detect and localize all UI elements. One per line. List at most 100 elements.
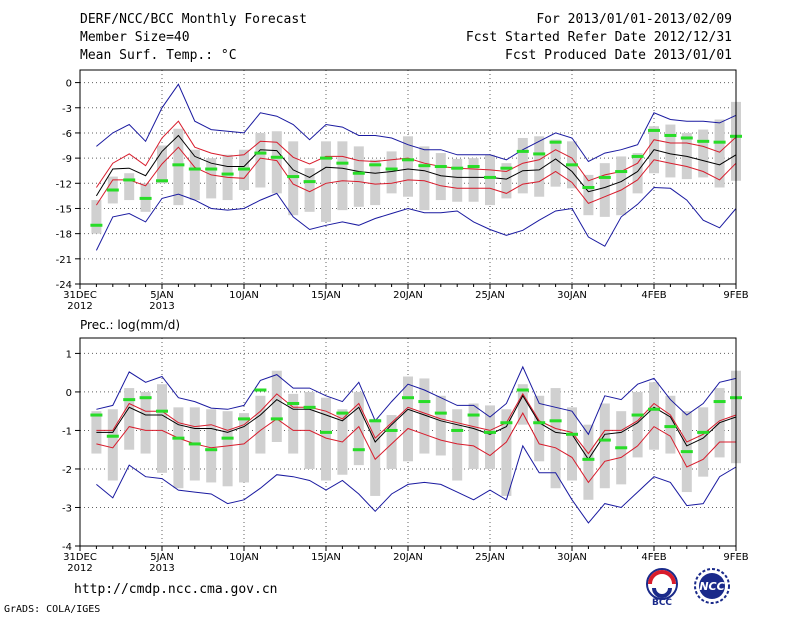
observed-marker bbox=[139, 396, 152, 400]
observed-marker bbox=[188, 167, 201, 171]
spread-box bbox=[550, 388, 561, 489]
observed-marker bbox=[434, 165, 447, 169]
observed-marker bbox=[287, 175, 300, 179]
observed-marker bbox=[106, 434, 119, 438]
y-tick-label: -3 bbox=[62, 104, 72, 115]
spread-box bbox=[124, 388, 135, 450]
spread-box bbox=[468, 158, 479, 202]
spread-box bbox=[567, 407, 577, 481]
series-ensemble_mean bbox=[96, 394, 737, 461]
spread-box bbox=[665, 124, 676, 178]
series-envelope_max bbox=[96, 365, 737, 436]
observed-marker bbox=[106, 188, 119, 192]
spread-box bbox=[452, 158, 463, 202]
observed-marker bbox=[303, 405, 316, 409]
x-tick-label: 20JAN bbox=[393, 290, 423, 301]
observed-marker bbox=[254, 388, 267, 392]
x-tick-label: 2013 bbox=[149, 563, 174, 574]
observed-marker bbox=[500, 166, 513, 170]
observed-marker bbox=[713, 400, 726, 404]
observed-marker bbox=[598, 438, 611, 442]
y-tick-label: -12 bbox=[56, 179, 72, 190]
x-tick-label: 10JAN bbox=[229, 290, 259, 301]
observed-marker bbox=[402, 158, 414, 162]
series-ensemble_upper bbox=[96, 392, 737, 455]
observed-marker bbox=[697, 430, 710, 434]
observed-marker bbox=[549, 419, 562, 423]
y-tick-label: -9 bbox=[62, 154, 72, 165]
observed-marker bbox=[484, 175, 496, 179]
spread-box bbox=[124, 173, 135, 201]
observed-marker bbox=[205, 448, 218, 452]
spread-box bbox=[534, 395, 545, 462]
spread-box bbox=[157, 384, 167, 473]
source-url[interactable]: http://cmdp.ncc.cma.gov.cn bbox=[74, 582, 278, 597]
spread-box bbox=[386, 151, 397, 194]
spread-box bbox=[173, 407, 184, 489]
spread-box bbox=[632, 391, 643, 458]
spread-box bbox=[288, 393, 299, 454]
observed-marker bbox=[434, 411, 447, 415]
observed-marker bbox=[172, 163, 185, 167]
x-tick-label: 5JAN bbox=[150, 290, 173, 301]
y-tick-label: 1 bbox=[66, 349, 72, 360]
observed-marker bbox=[664, 425, 677, 429]
observed-marker bbox=[516, 388, 529, 392]
ncc-logo: NCC bbox=[694, 568, 730, 604]
y-tick-label: 0 bbox=[66, 388, 72, 399]
series-ensemble_mean bbox=[95, 134, 737, 197]
observed-marker bbox=[631, 154, 644, 158]
observed-marker bbox=[320, 430, 332, 434]
observed-marker bbox=[648, 128, 660, 132]
spread-box bbox=[649, 382, 659, 450]
observed-marker bbox=[500, 421, 513, 425]
spread-box bbox=[304, 168, 315, 212]
observed-marker bbox=[221, 436, 234, 440]
spread-box bbox=[403, 376, 413, 462]
observed-marker bbox=[156, 179, 168, 183]
spread-box bbox=[255, 395, 266, 454]
x-tick-label: 20JAN bbox=[393, 552, 423, 563]
y-tick-label: -1 bbox=[62, 426, 72, 437]
spread-box bbox=[435, 153, 446, 201]
observed-marker bbox=[418, 164, 431, 168]
spread-box bbox=[583, 424, 594, 500]
observed-marker bbox=[123, 398, 136, 402]
series-envelope_min bbox=[95, 186, 737, 251]
x-tick-label: 31DEC bbox=[63, 552, 97, 563]
bcc-logo: BCC bbox=[646, 568, 678, 606]
spread-box bbox=[435, 395, 446, 456]
observed-marker bbox=[467, 165, 480, 169]
observed-marker bbox=[582, 457, 595, 461]
x-tick-label: 30JAN bbox=[557, 552, 587, 563]
observed-marker bbox=[352, 448, 365, 452]
y-tick-label: -2 bbox=[62, 465, 72, 476]
observed-marker bbox=[549, 140, 562, 144]
observed-marker bbox=[713, 140, 726, 144]
x-tick-label: 9FEB bbox=[723, 552, 748, 563]
spread-box bbox=[616, 156, 627, 216]
x-tick-label: 2012 bbox=[67, 301, 92, 312]
y-tick-label: -6 bbox=[62, 129, 72, 140]
observed-marker bbox=[139, 196, 152, 200]
spread-box bbox=[222, 411, 233, 487]
y-tick-label: -15 bbox=[56, 204, 72, 215]
spread-box bbox=[419, 146, 430, 211]
spread-box bbox=[386, 415, 397, 469]
observed-marker bbox=[238, 417, 250, 421]
y-tick-label: 0 bbox=[66, 79, 72, 90]
spread-box bbox=[370, 418, 381, 496]
spread-box bbox=[353, 146, 364, 207]
grads-credit: GrADS: COLA/IGES bbox=[4, 604, 101, 615]
spread-box bbox=[468, 403, 479, 469]
observed-marker bbox=[270, 155, 283, 159]
x-tick-label: 15JAN bbox=[311, 552, 341, 563]
observed-marker bbox=[582, 185, 595, 189]
observed-marker bbox=[615, 446, 628, 450]
spread-box bbox=[107, 409, 118, 481]
spread-box bbox=[632, 153, 643, 194]
spread-box bbox=[698, 129, 709, 178]
